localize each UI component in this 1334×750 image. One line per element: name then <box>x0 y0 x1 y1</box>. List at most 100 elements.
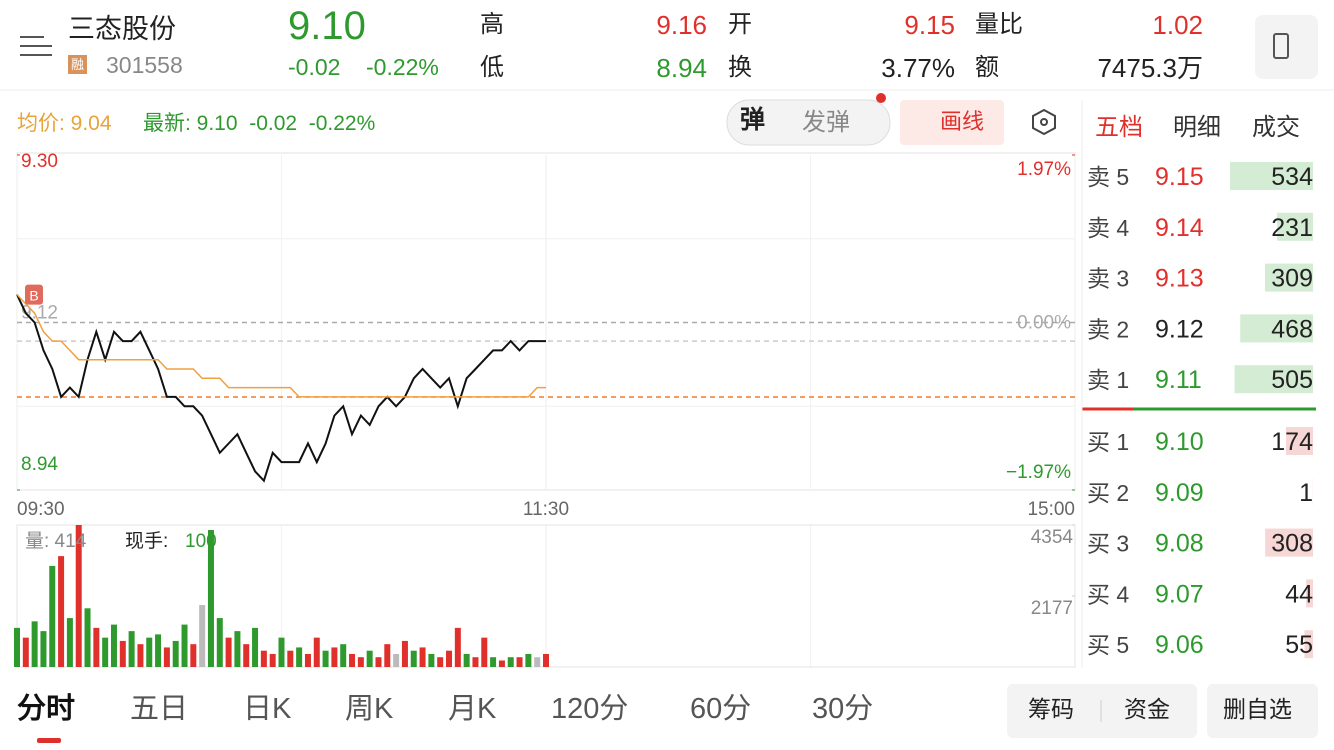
high-label: 高 <box>480 11 504 38</box>
volume-bar <box>313 637 320 667</box>
low-label: 低 <box>480 54 504 81</box>
volume-bar <box>14 627 20 667</box>
period-tab[interactable]: 30分 <box>812 693 874 725</box>
y2-tick-label: −1.97% <box>1006 462 1071 483</box>
menu-icon[interactable] <box>20 36 52 56</box>
avg-legend: 均价: 9.04 <box>17 112 112 135</box>
book-price: 9.11 <box>1155 366 1202 394</box>
volume-bar <box>304 653 311 667</box>
hand-value: 100 <box>185 531 217 552</box>
volume-bar <box>128 631 135 667</box>
book-volume: 44 <box>1285 580 1313 608</box>
volume-bar <box>22 637 29 667</box>
book-tab[interactable]: 明细 <box>1173 114 1221 141</box>
depth-bar <box>1230 162 1313 190</box>
y-tick-label: 8.94 <box>21 454 58 475</box>
x-tick-label: 11:30 <box>523 499 569 520</box>
volume-bar <box>66 618 73 667</box>
period-tab[interactable]: 五日 <box>130 693 189 725</box>
landscape-button[interactable] <box>1255 15 1318 79</box>
period-tab[interactable]: 周K <box>345 693 394 725</box>
volume-bar <box>75 525 82 667</box>
period-tab[interactable]: 日K <box>243 693 292 725</box>
stock-code: 301558 <box>106 52 183 78</box>
volume-bar <box>146 637 153 667</box>
draw-line[interactable]: 画线 <box>940 109 985 134</box>
volume-bar <box>216 618 223 667</box>
volume-bar <box>357 657 364 667</box>
volume-bar <box>507 657 514 667</box>
danmu-toggle[interactable]: 弹 <box>740 106 766 134</box>
remove-button[interactable] <box>1207 684 1318 738</box>
volume-bar <box>93 627 100 667</box>
ratio: 1.02 <box>1152 10 1203 40</box>
volume-bar <box>84 608 91 667</box>
turnover-label: 换 <box>728 54 752 81</box>
book-label: 买 1 <box>1087 429 1129 455</box>
danmu-pill[interactable] <box>726 99 891 146</box>
volume-bar <box>243 644 250 667</box>
depth-bar <box>1304 630 1313 659</box>
book-tab[interactable]: 成交 <box>1252 114 1300 141</box>
book-volume: 1 <box>1299 479 1313 507</box>
send-danmu[interactable]: 发弹 <box>802 109 850 136</box>
high: 9.16 <box>656 10 707 40</box>
volume-bar <box>384 644 391 667</box>
volume-bar <box>366 650 373 667</box>
chips-button[interactable]: 筹码 <box>1028 696 1074 722</box>
depth-bar <box>1285 427 1313 455</box>
funds-button[interactable]: 资金 <box>1124 696 1170 722</box>
book-volume: 505 <box>1271 366 1313 394</box>
price: 9.10 <box>288 4 366 48</box>
charts: 09:30 11:30 15:009.309.128.941.97%0.00%−1.… <box>14 151 1076 668</box>
margin-tag: 融 <box>68 55 88 74</box>
book-price: 9.14 <box>1155 214 1204 242</box>
book-price: 9.06 <box>1155 631 1204 659</box>
volume-bar <box>252 627 259 667</box>
open: 9.15 <box>904 10 955 40</box>
volume-bar <box>490 657 497 667</box>
period-tab[interactable]: 分时 <box>17 693 76 725</box>
settings-icon[interactable] <box>1032 108 1056 136</box>
period-tab[interactable]: 60分 <box>690 693 752 725</box>
volume-bar <box>419 647 426 667</box>
book-volume: 308 <box>1271 530 1313 558</box>
book-volume: 534 <box>1271 163 1313 191</box>
volume-bar <box>155 634 162 667</box>
depth-bar <box>1265 528 1313 557</box>
y2-tick-label: 1.97% <box>1017 159 1071 180</box>
period-tab[interactable]: 120分 <box>551 693 629 725</box>
book-volume: 468 <box>1271 315 1313 343</box>
book-price: 9.15 <box>1155 163 1204 191</box>
volume-bar <box>543 653 549 667</box>
volume-bar <box>49 565 56 667</box>
depth-bar <box>1234 365 1313 394</box>
volume-bar <box>393 653 400 667</box>
volume-bar <box>349 653 356 667</box>
book-label: 卖 4 <box>1087 215 1129 241</box>
chips-funds-button[interactable] <box>1007 684 1197 738</box>
x-tick-label: 09:30 <box>17 499 65 520</box>
book-label: 买 3 <box>1087 531 1129 557</box>
change-pct: -0.22% <box>366 54 439 80</box>
volume-bar <box>102 637 109 667</box>
volume-bar <box>234 631 241 667</box>
tab-indicator <box>37 738 61 743</box>
stock-name: 三态股份 <box>68 14 176 44</box>
y2-tick-label: 0.00% <box>1017 313 1071 334</box>
volume-bar <box>375 657 382 667</box>
book-price: 9.12 <box>1155 315 1204 343</box>
volume-bar <box>410 650 417 667</box>
period-tab[interactable]: 月K <box>448 693 497 725</box>
depth-bar <box>1277 212 1313 241</box>
volume-bar <box>340 644 347 667</box>
book-volume: 231 <box>1271 214 1313 242</box>
draw-line-button[interactable] <box>900 100 1004 145</box>
open-label: 开 <box>728 11 752 38</box>
book-tab[interactable]: 五档 <box>1095 114 1143 141</box>
remove-favorite[interactable]: 删自选 <box>1223 696 1292 722</box>
book-label: 买 2 <box>1087 480 1129 506</box>
order-book: 五档 明细 成交卖 5 9.15 534 卖 4 9.14 231 卖 3 9.13 309 卖 2 9… <box>1087 114 1313 659</box>
book-label: 买 4 <box>1087 581 1129 607</box>
hand-label: 现手: <box>125 531 169 552</box>
